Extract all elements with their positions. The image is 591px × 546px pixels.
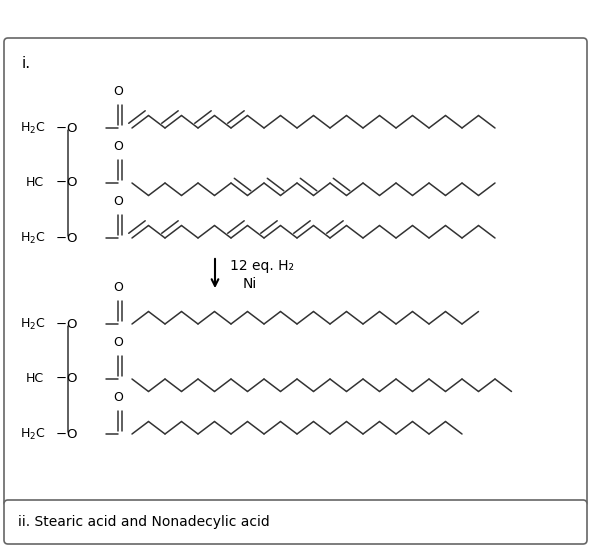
- Text: HC: HC: [26, 372, 44, 385]
- Text: O: O: [113, 391, 123, 404]
- Text: $-$O: $-$O: [55, 176, 78, 189]
- Text: O: O: [113, 140, 123, 153]
- Text: O: O: [113, 195, 123, 208]
- Text: $-$O: $-$O: [55, 372, 78, 385]
- Text: HC: HC: [26, 176, 44, 189]
- Text: H$_2$C: H$_2$C: [20, 426, 46, 442]
- Text: H$_2$C: H$_2$C: [20, 317, 46, 331]
- Text: $-$O: $-$O: [55, 232, 78, 245]
- Text: $-$O: $-$O: [55, 318, 78, 330]
- FancyBboxPatch shape: [4, 38, 587, 506]
- Text: O: O: [113, 85, 123, 98]
- Text: 12 eq. H₂: 12 eq. H₂: [230, 259, 294, 273]
- Text: ii. Stearic acid and Nonadecylic acid: ii. Stearic acid and Nonadecylic acid: [18, 515, 269, 529]
- Text: H$_2$C: H$_2$C: [20, 230, 46, 246]
- Text: H$_2$C: H$_2$C: [20, 121, 46, 135]
- Text: O: O: [113, 336, 123, 349]
- Text: $-$O: $-$O: [55, 428, 78, 441]
- FancyBboxPatch shape: [4, 500, 587, 544]
- Text: Ni: Ni: [243, 277, 257, 291]
- Text: $-$O: $-$O: [55, 122, 78, 134]
- Text: i.: i.: [22, 56, 31, 71]
- Text: O: O: [113, 281, 123, 294]
